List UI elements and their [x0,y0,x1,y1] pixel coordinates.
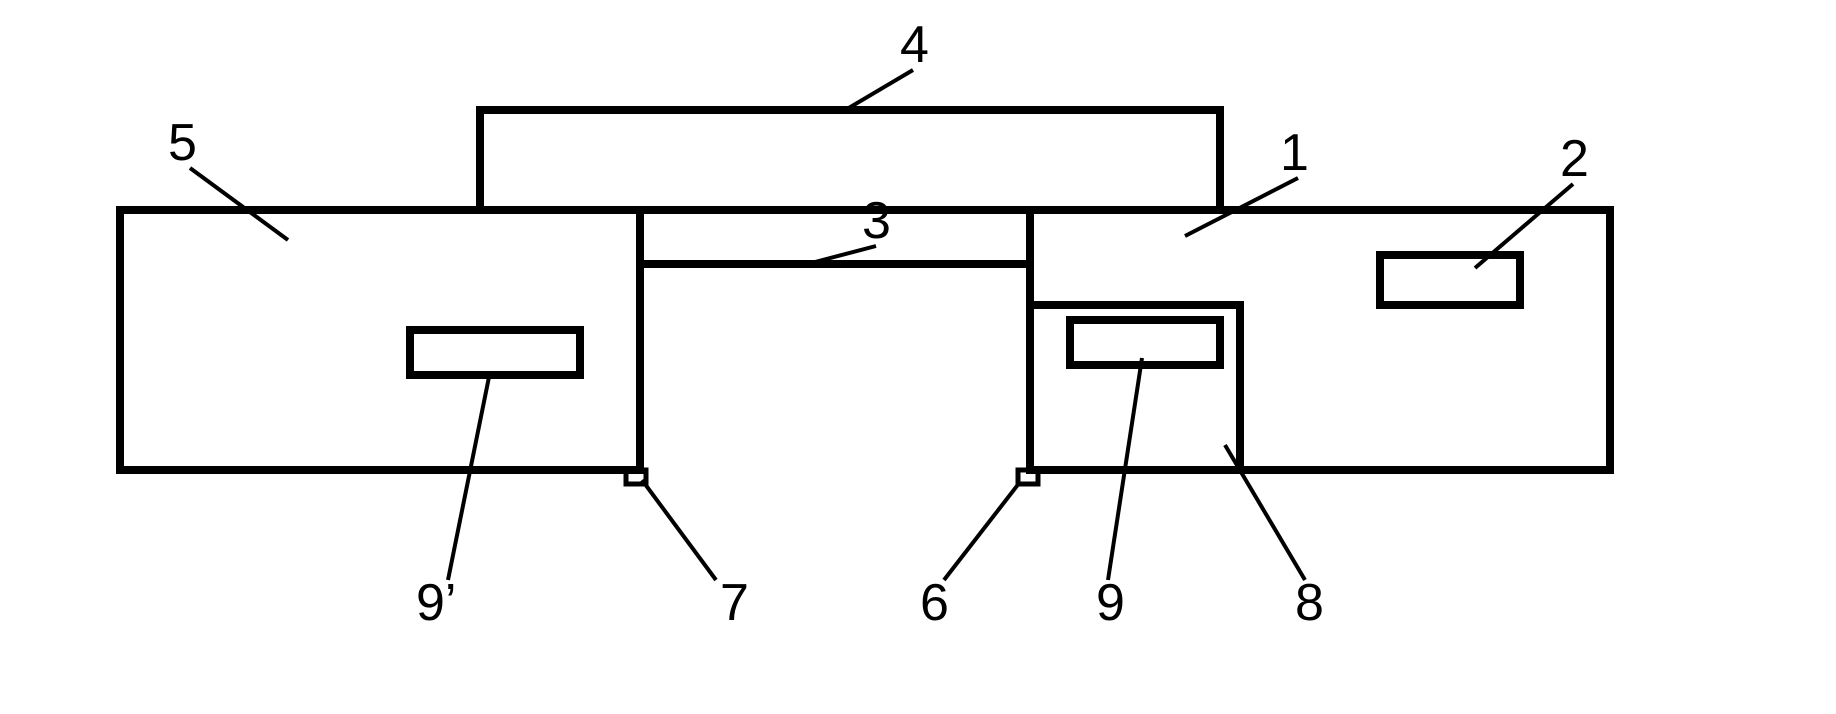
mid-bar-shape [640,260,1032,268]
slot-9p-shape [410,330,580,375]
inner-box-8-shape [1030,305,1240,470]
label-1: 1 [1280,124,1309,182]
right-box-shape [1030,210,1610,470]
leader-5 [190,168,288,240]
leader-6 [944,482,1020,580]
leader-4 [842,70,913,112]
label-2: 2 [1560,130,1589,188]
left-box-shape [120,210,640,470]
top-bar-shape [480,110,1220,210]
label-5: 5 [168,114,197,172]
label-4: 4 [900,16,929,74]
label-8: 8 [1295,574,1324,632]
slot-9-shape [1070,320,1220,365]
label-6: 6 [920,574,949,632]
label-7: 7 [720,574,749,632]
label-9: 9 [1096,574,1125,632]
label-9p: 9’ [416,574,456,632]
small-rect-2-shape [1380,255,1520,305]
tick-6-shape [1018,470,1038,484]
leader-9p [448,372,490,580]
label-3: 3 [862,192,891,250]
diagram-canvas: 1 2 3 4 5 6 7 8 9 9’ [0,0,1836,714]
leader-7 [642,480,716,580]
leader-8 [1225,445,1305,580]
